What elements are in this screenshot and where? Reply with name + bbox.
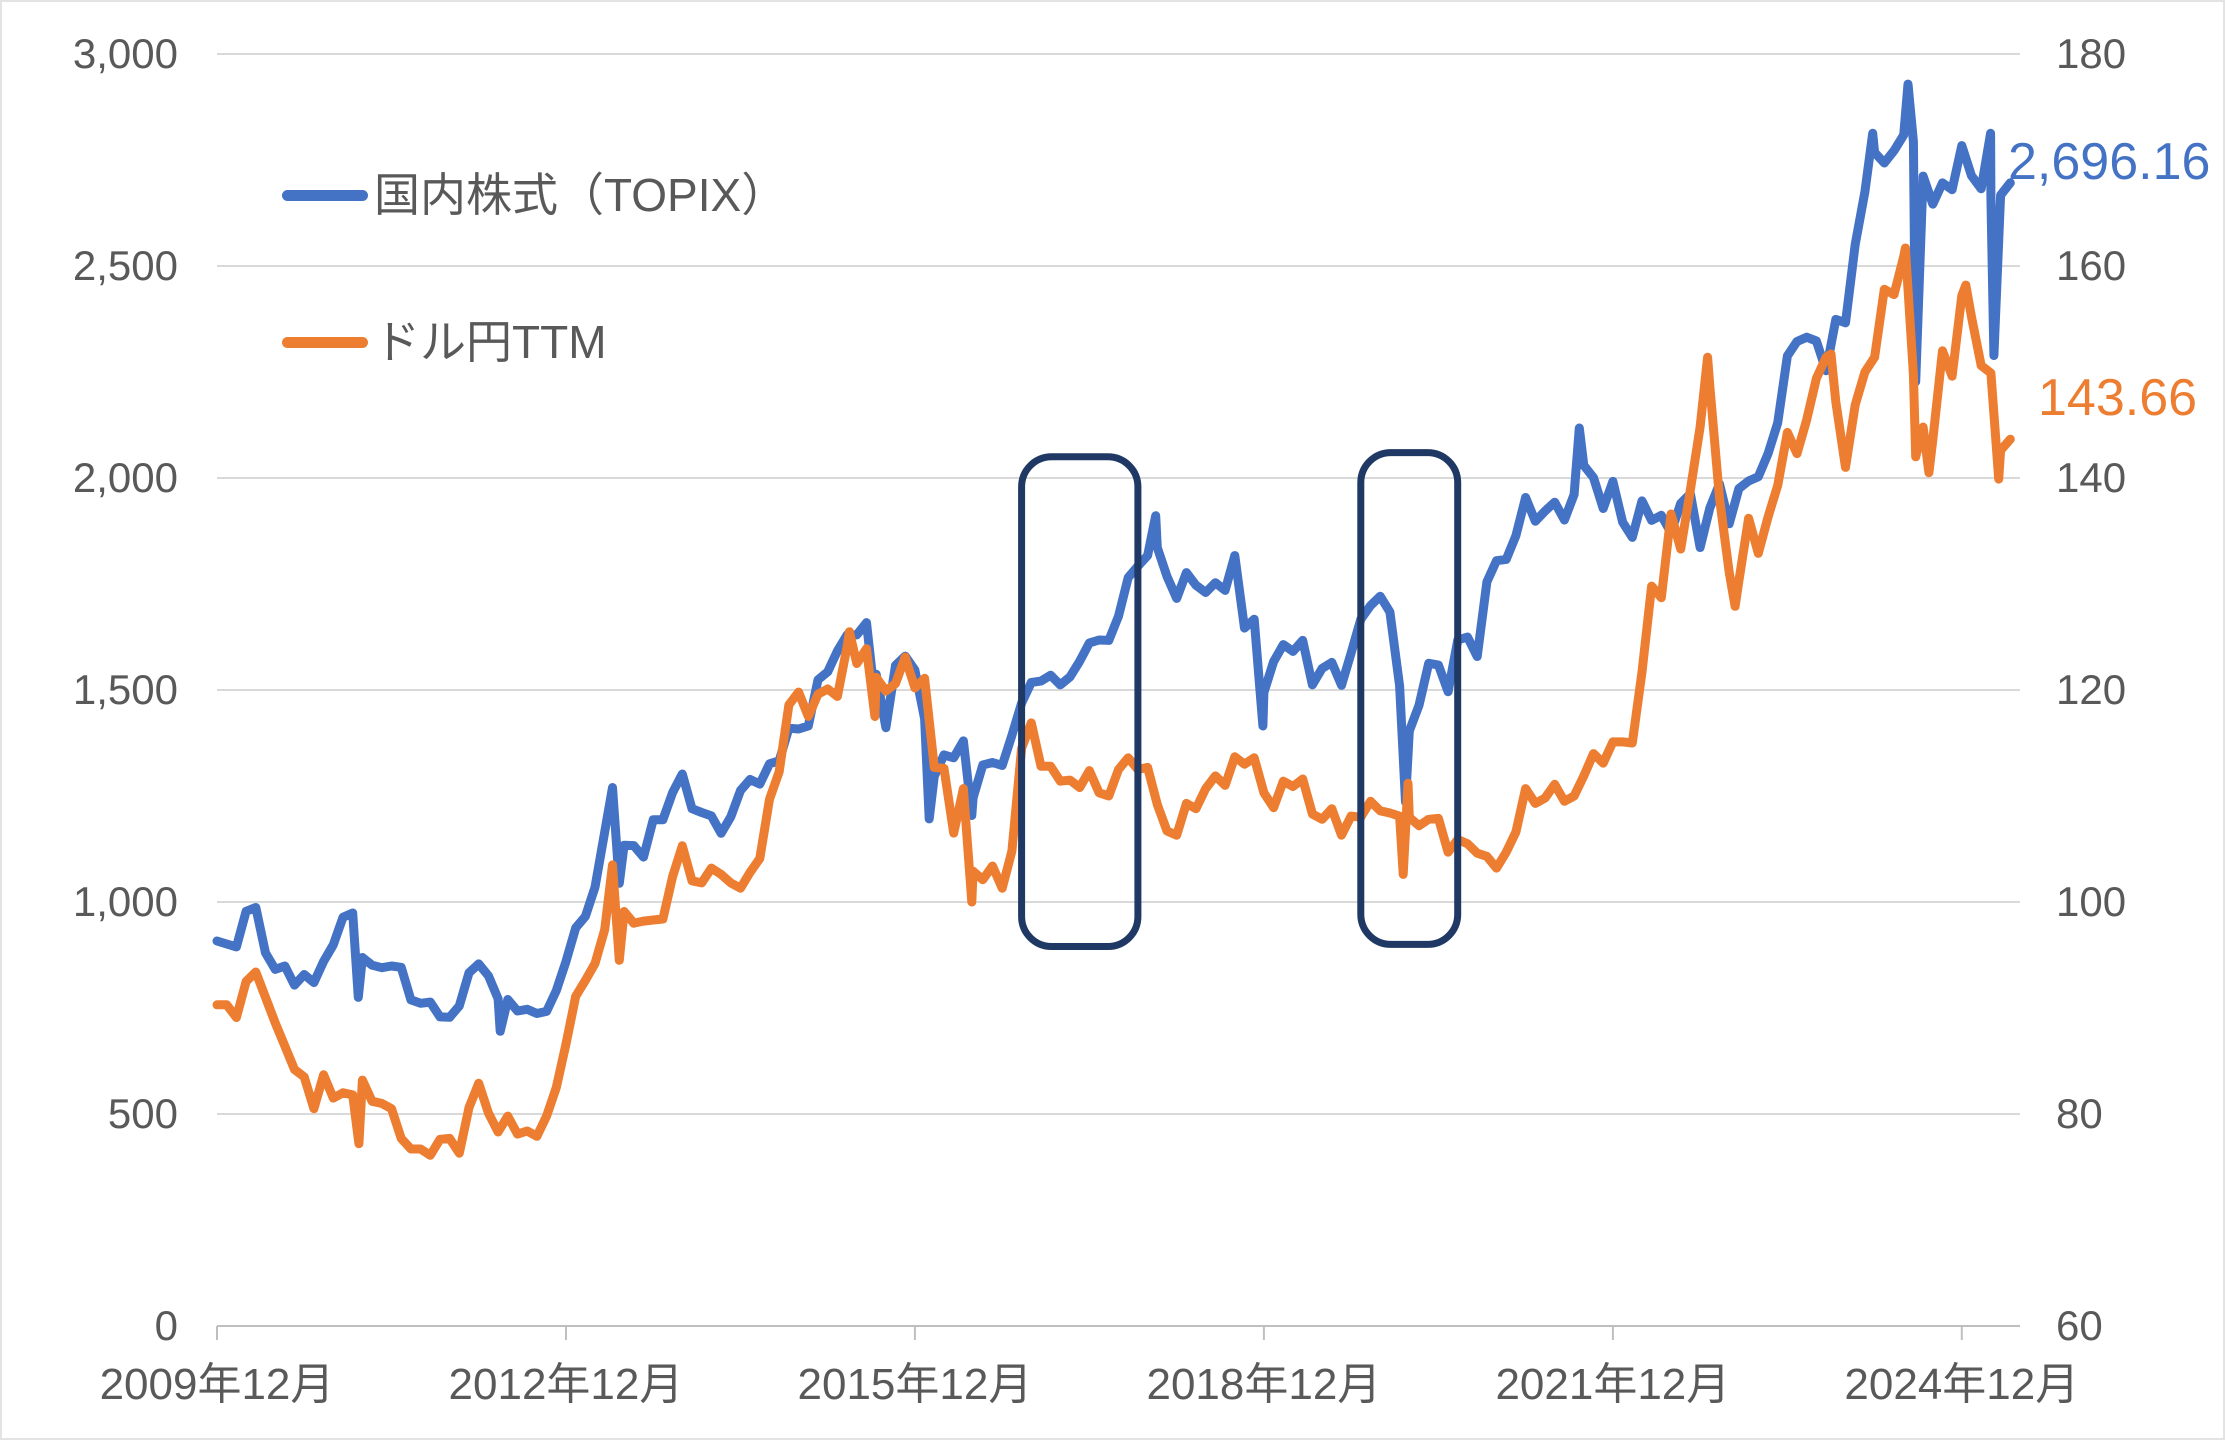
legend-item-usdjpy: ドル円TTM (282, 314, 787, 370)
y-axis-left-label: 1,000 (72, 878, 178, 925)
y-axis-right-label: 120 (2056, 666, 2127, 713)
y-axis-right-label: 100 (2056, 878, 2127, 925)
highlight-box-1 (1018, 453, 1142, 950)
y-axis-left-label: 2,000 (72, 454, 178, 501)
highlight-boxes (1018, 449, 1462, 950)
y-axis-right-label: 160 (2056, 242, 2127, 289)
x-axis-label: 2009年12月 (99, 1360, 335, 1409)
y-axis-left-label: 2,500 (72, 242, 178, 289)
legend-swatch-usdjpy-line (282, 336, 368, 348)
data-label-topix-last-value: 2,696.16 (2008, 133, 2211, 191)
y-axis-right-label: 80 (2056, 1090, 2103, 1137)
x-axis-line (216, 1325, 2020, 1340)
legend-label-topix: 国内株式（TOPIX） (374, 169, 788, 221)
y-axis-left-label: 0 (154, 1302, 178, 1349)
y-axis-right-label: 140 (2056, 454, 2127, 501)
legend: 国内株式（TOPIX） ドル円TTM (282, 167, 787, 461)
x-axis-label: 2012年12月 (448, 1360, 684, 1409)
data-label-usdjpy-last-value: 143.66 (2038, 369, 2198, 427)
y-axis-right-label: 180 (2056, 30, 2127, 77)
x-axis-label: 2021年12月 (1495, 1360, 1731, 1409)
x-axis-label: 2024年12月 (1844, 1360, 2080, 1409)
y-axis-left-label: 1,500 (72, 666, 178, 713)
series-line-topix (212, 79, 2015, 1036)
highlight-box-2 (1357, 449, 1462, 948)
y-axis-left-label: 3,000 (72, 30, 178, 77)
legend-swatch-topix-line (282, 189, 368, 201)
x-axis-label: 2015年12月 (797, 1360, 1033, 1409)
y-axis-right-label: 60 (2056, 1302, 2103, 1349)
y-axis-left-label: 500 (107, 1090, 178, 1137)
legend-item-topix: 国内株式（TOPIX） (282, 167, 787, 223)
legend-label-usdjpy: ドル円TTM (374, 316, 607, 368)
gridlines (217, 53, 2020, 1115)
x-axis-label: 2018年12月 (1146, 1360, 1382, 1409)
